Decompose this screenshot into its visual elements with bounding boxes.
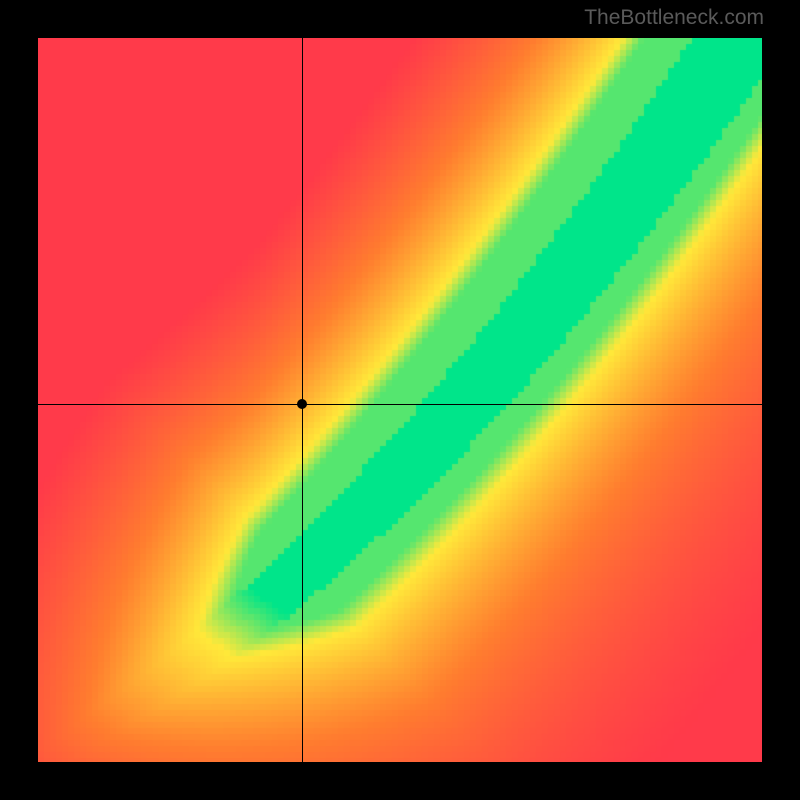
crosshair-marker-dot (297, 399, 307, 409)
crosshair-horizontal (38, 404, 762, 405)
heatmap-canvas (38, 38, 762, 762)
watermark-text: TheBottleneck.com (584, 6, 764, 30)
plot-area (38, 38, 762, 762)
